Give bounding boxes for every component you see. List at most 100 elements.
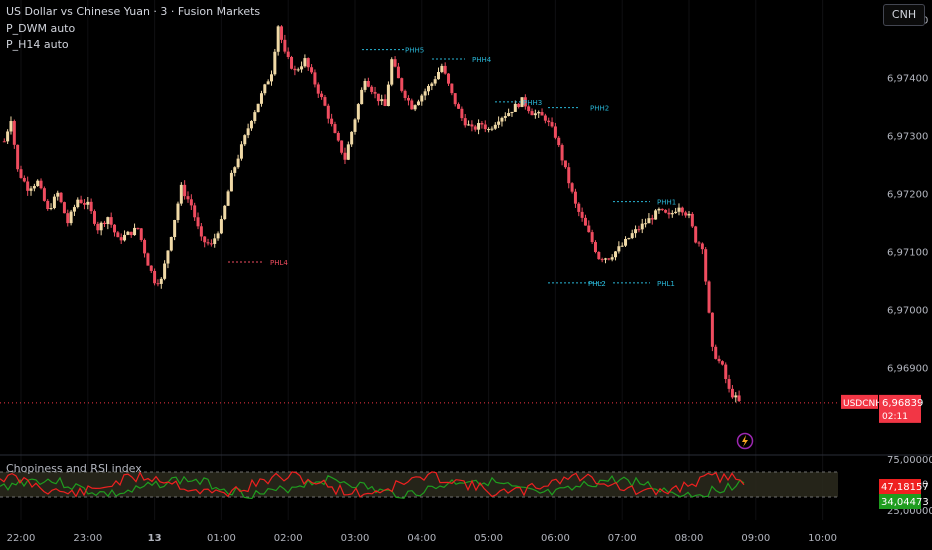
candle-body (597, 252, 601, 260)
candle-body (420, 95, 424, 102)
candle-body (173, 219, 177, 238)
candle-body (560, 145, 564, 161)
x-tick-label: 03:00 (341, 533, 370, 544)
candle-body (550, 122, 554, 127)
pivot-label: PHH3 (523, 99, 542, 107)
candle-body (690, 213, 694, 227)
candle-body (467, 124, 471, 126)
candle-body (86, 201, 90, 205)
candle-body (664, 209, 668, 213)
candle-body (66, 213, 70, 224)
candle-body (423, 91, 427, 96)
subpanel-title[interactable]: Chopiness and RSI index (6, 462, 142, 475)
candle-body (259, 93, 263, 104)
candle-body (730, 388, 734, 398)
candle-body (316, 84, 320, 94)
candle-body (520, 97, 524, 107)
candle-body (684, 212, 688, 216)
x-tick-label: 04:00 (407, 533, 436, 544)
pivot-label: PHH5 (405, 47, 424, 55)
candle-body (146, 253, 150, 266)
candle-body (296, 69, 300, 71)
candle-body (179, 184, 183, 204)
candle-body (473, 126, 477, 130)
candle-body (680, 207, 684, 213)
candle-body (477, 123, 481, 130)
candle-body (16, 144, 20, 170)
price-badge (879, 394, 921, 423)
candle-body (400, 78, 404, 91)
candle-body (577, 203, 581, 212)
candle-body (437, 71, 440, 80)
candle-body (540, 112, 544, 116)
lightning-icon (736, 432, 754, 450)
candle-body (674, 211, 678, 214)
indicator-pdwm-label[interactable]: P_DWM auto (6, 22, 76, 35)
candle-body (310, 67, 314, 73)
candle-body (39, 180, 43, 189)
candle-body (239, 144, 243, 159)
candle-body (139, 228, 143, 240)
candle-body (113, 224, 117, 233)
candle-body (487, 129, 491, 131)
candle-body (543, 115, 547, 121)
candle-body (617, 246, 621, 252)
x-tick-label: 07:00 (608, 533, 637, 544)
candle-body (206, 242, 210, 244)
rsi-value-badge (879, 479, 921, 494)
currency-button[interactable]: CNH (883, 4, 925, 26)
x-tick-label: 22:00 (7, 533, 36, 544)
candle-body (513, 103, 517, 112)
candle-body (567, 167, 571, 184)
candle-body (280, 26, 284, 40)
candle-body (229, 172, 233, 192)
candle-body (403, 90, 407, 98)
candle-body (370, 86, 374, 92)
candle-body (570, 183, 574, 192)
candle-body (717, 358, 721, 362)
candle-body (126, 231, 130, 235)
candle-body (620, 245, 624, 247)
candle-body (737, 395, 741, 402)
candle-body (59, 192, 63, 203)
candle-body (56, 192, 60, 197)
indicator-ph14-label[interactable]: P_H14 auto (6, 38, 69, 51)
candle-body (460, 108, 464, 119)
candle-body (447, 73, 451, 84)
candle-body (169, 237, 173, 251)
candle-body (687, 213, 691, 216)
candles-group (2, 25, 741, 403)
candle-body (26, 181, 30, 191)
candle-body (183, 184, 187, 197)
candle-body (627, 238, 631, 240)
candle-body (497, 121, 501, 125)
candle-body (604, 258, 607, 260)
candle-body (333, 124, 337, 133)
candle-body (143, 239, 147, 254)
candle-body (527, 106, 531, 112)
x-tick-label: 02:00 (274, 533, 303, 544)
candle-body (219, 219, 223, 234)
candle-body (293, 68, 297, 71)
candle-body (660, 208, 664, 210)
candle-body (29, 188, 33, 191)
rsi-value-text: 47,18157 (881, 482, 929, 493)
candle-body (573, 191, 577, 204)
x-tick-label: 13 (148, 533, 162, 544)
price-badge-value: 6,96839 (882, 398, 923, 409)
candle-body (587, 225, 591, 233)
candle-body (103, 222, 106, 224)
candle-body (99, 222, 103, 231)
candle-body (650, 218, 654, 220)
candle-body (677, 207, 681, 212)
candle-body (223, 205, 227, 220)
candle-body (490, 128, 494, 130)
candle-body (704, 249, 708, 282)
candle-body (163, 263, 167, 279)
candle-body (430, 83, 434, 86)
candle-body (396, 66, 400, 79)
candle-body (263, 84, 267, 94)
subpanel-top-label: 75,00000 (887, 455, 932, 466)
